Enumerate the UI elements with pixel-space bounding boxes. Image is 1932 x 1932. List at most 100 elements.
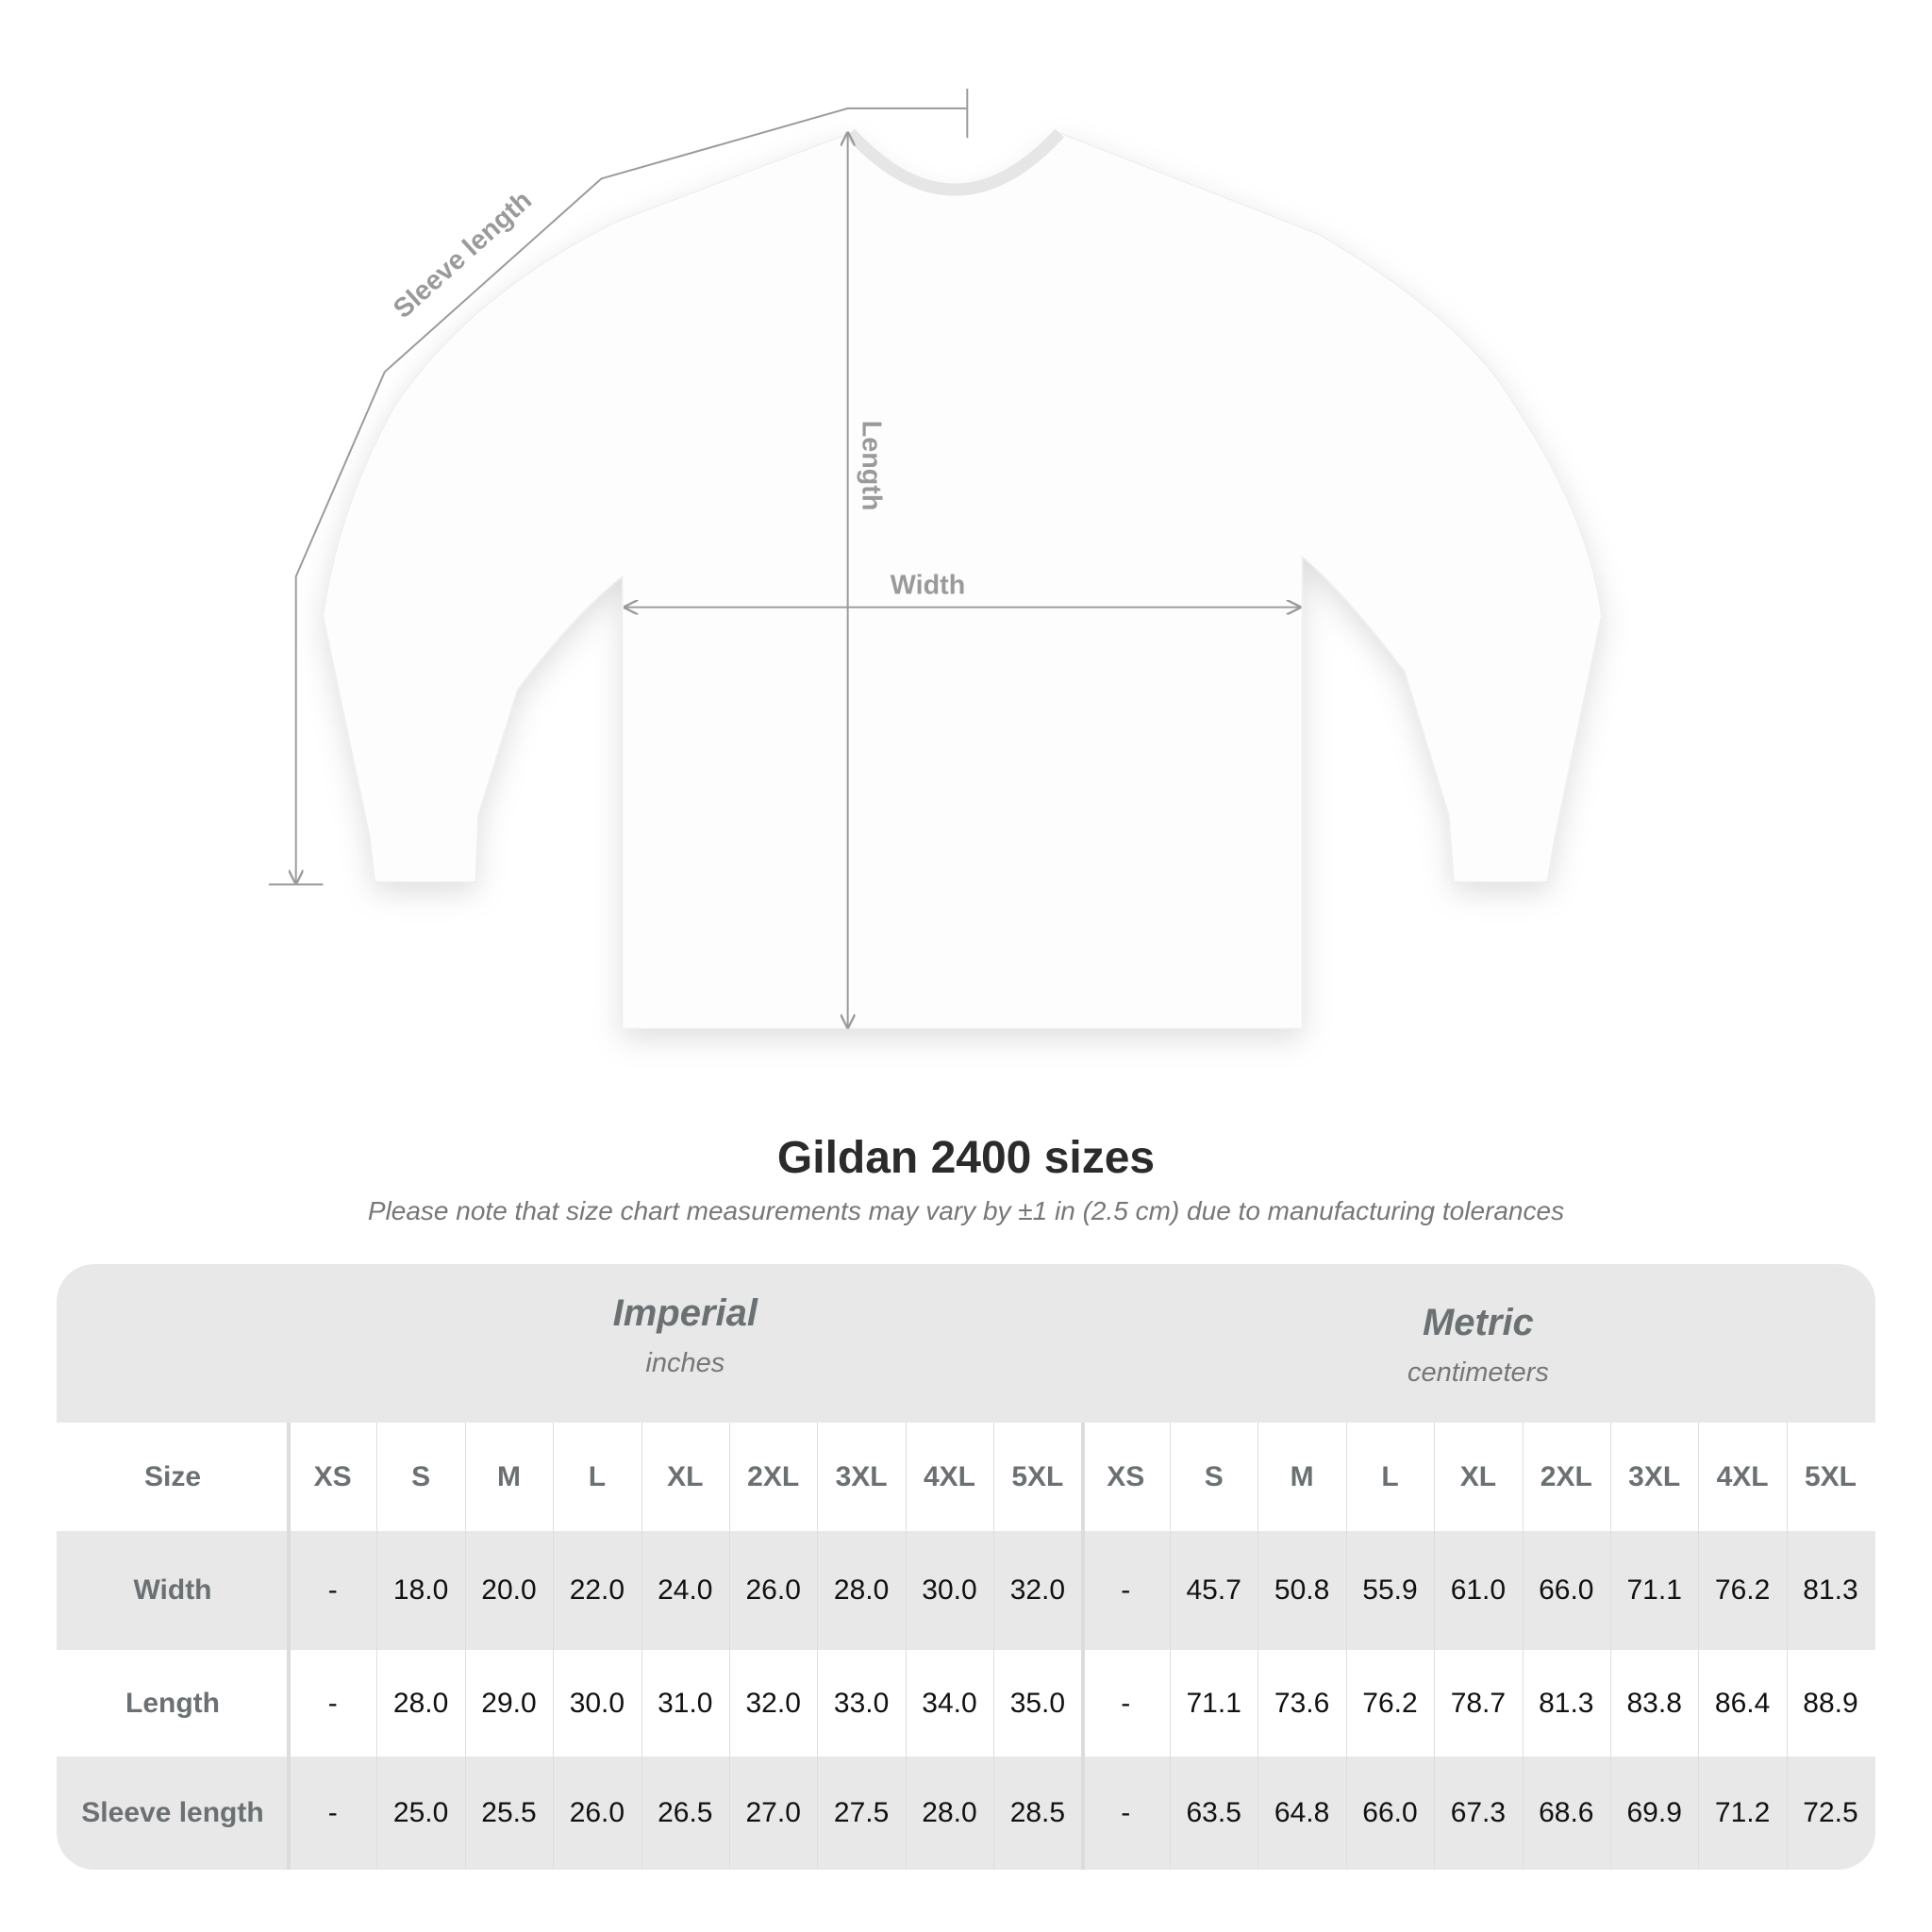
shirt-measurement-diagram: Sleeve length Length Width [268,89,1603,1029]
table-cell: 27.5 [833,1797,890,1828]
size-chart-table: Imperial inches Metric centimeters Size XS S M L… [57,1264,1875,1870]
size-header-imperial-5xl: 5XL [1011,1460,1064,1492]
table-cell: 81.3 [1803,1574,1858,1606]
table-cell: 35.0 [1009,1687,1066,1719]
group-name: Metric [1422,1302,1534,1343]
size-header-imperial-l: L [588,1460,607,1492]
size-header-metric-xl: XL [1459,1460,1497,1492]
table-cell: - [1121,1797,1131,1828]
column-divider [1786,1423,1788,1870]
column-divider [1610,1423,1611,1870]
table-cell: 50.8 [1274,1574,1330,1606]
table-cell: 18.0 [392,1574,449,1606]
table-cell: 29.0 [481,1687,537,1719]
table-cell: 34.0 [922,1687,977,1719]
table-cell: 71.1 [1626,1574,1682,1606]
table-cell: 33.0 [833,1687,890,1719]
table-cell: 69.9 [1626,1797,1682,1828]
group-unit: inches [645,1348,725,1378]
long-sleeve-shirt [322,132,1603,1029]
table-cell: 88.9 [1803,1687,1858,1719]
table-cell: 83.8 [1626,1687,1682,1719]
table-cell: 78.7 [1450,1687,1507,1719]
table-cell: 20.0 [481,1574,537,1606]
width-label: Width [891,570,965,600]
column-divider [1434,1423,1436,1870]
table-cell: - [1121,1574,1131,1606]
size-header-imperial-4xl: 4XL [923,1460,975,1492]
table-cell: 73.6 [1274,1687,1330,1719]
table-cell: - [327,1687,338,1719]
page-title: Gildan 2400 sizes [776,1133,1156,1183]
label-divider [287,1423,291,1870]
table-cell: 26.0 [569,1797,625,1828]
size-header-imperial-2xl: 2XL [747,1460,800,1492]
column-divider [641,1423,642,1870]
tolerance-note: Please note that size chart measurements… [367,1196,1565,1225]
row-band-sleeve [57,1757,1875,1870]
column-divider [905,1423,907,1870]
length-label: Length [856,421,886,511]
size-header-imperial-s: S [411,1460,431,1492]
column-divider [993,1423,995,1870]
group-unit: centimeters [1407,1357,1549,1388]
size-header-metric-4xl: 4XL [1716,1460,1769,1492]
size-header-metric-3xl: 3XL [1628,1460,1681,1492]
table-cell: 28.0 [392,1687,449,1719]
size-header-metric-s: S [1204,1460,1224,1492]
table-cell: 28.0 [833,1574,890,1606]
column-divider [1698,1423,1700,1870]
unit-group-imperial: Imperial inches [289,1292,1082,1379]
sleeve-length-line [268,89,969,886]
size-header-imperial-3xl: 3XL [835,1460,888,1492]
column-divider [1170,1423,1171,1870]
table-cell: 71.2 [1714,1797,1771,1828]
table-cell: 81.3 [1539,1687,1594,1719]
table-cell: 55.9 [1362,1574,1418,1606]
column-divider [817,1423,819,1870]
table-cell: 66.0 [1362,1797,1418,1828]
table-cell: 26.5 [658,1797,713,1828]
table-cell: 28.5 [1009,1797,1066,1828]
unit-group-metric: Metric centimeters [1082,1302,1875,1389]
group-name: Imperial [612,1292,758,1334]
column-divider [464,1423,466,1870]
group-divider [1080,1423,1085,1870]
table-cell: 64.8 [1274,1797,1330,1828]
column-divider [553,1423,555,1870]
table-cell: 22.0 [569,1574,625,1606]
table-cell: 31.0 [658,1687,713,1719]
table-cell: 61.0 [1450,1574,1507,1606]
table-cell: 68.6 [1539,1797,1594,1828]
size-header-metric-m: M [1290,1460,1314,1492]
size-header-imperial-m: M [496,1460,521,1492]
table-cell: - [1121,1687,1131,1719]
size-header-metric-5xl: 5XL [1804,1460,1857,1492]
row-label-length: Length [125,1687,220,1719]
size-header-metric-xs: XS [1107,1460,1145,1492]
table-cell: 25.0 [392,1797,449,1828]
table-cell: 26.0 [745,1574,801,1606]
size-header-metric-2xl: 2XL [1540,1460,1592,1492]
table-cell: 45.7 [1186,1574,1241,1606]
column-divider [1522,1423,1524,1870]
table-cell: 67.3 [1450,1797,1507,1828]
table-cell: 27.0 [745,1797,801,1828]
table-cell: - [327,1797,338,1828]
size-header-metric-l: L [1381,1460,1399,1492]
size-header-imperial-xl: XL [667,1460,704,1492]
table-cell: 28.0 [922,1797,977,1828]
size-header-imperial-xs: XS [313,1460,352,1492]
size-header-label: Size [143,1460,202,1492]
row-band-width [57,1531,1875,1650]
table-cell: 72.5 [1803,1797,1858,1828]
row-label-width: Width [133,1574,212,1606]
table-cell: 32.0 [745,1687,801,1719]
table-cell: 32.0 [1009,1574,1066,1606]
column-divider [1257,1423,1259,1870]
table-cell: 76.2 [1714,1574,1771,1606]
table-cell: 30.0 [922,1574,977,1606]
column-divider [1345,1423,1347,1870]
table-cell: 24.0 [658,1574,713,1606]
table-cell: 63.5 [1186,1797,1241,1828]
